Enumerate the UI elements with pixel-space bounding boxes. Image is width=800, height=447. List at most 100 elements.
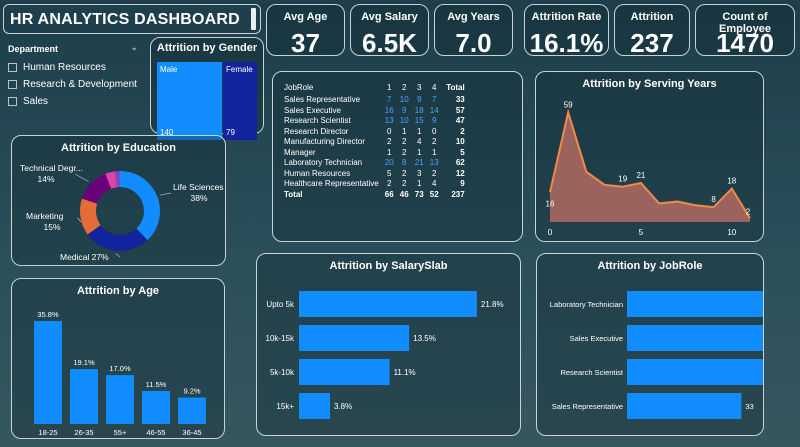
x-tick-label: 55+ xyxy=(114,428,127,437)
table-cell: 10 xyxy=(399,116,409,125)
donut-leader-line xyxy=(115,253,121,258)
table-cell: 4 xyxy=(431,179,437,188)
table-cell: 9 xyxy=(401,105,407,115)
table-cell: 1 xyxy=(401,126,407,136)
table-cell: 33 xyxy=(455,95,465,104)
table-cell: 52 xyxy=(429,189,439,199)
slicer-option-human-resources[interactable]: Human Resources xyxy=(8,62,138,73)
kpi-label: Count of Employee xyxy=(719,11,771,35)
table-row: Laboratory Technician 20 8 21 13 62 xyxy=(281,158,468,169)
age-bar[interactable] xyxy=(178,397,206,424)
kpi-attrition: Attrition 237 xyxy=(614,4,690,58)
bar-data-label: 17.0% xyxy=(109,364,131,373)
table-cell: 9 xyxy=(416,95,422,104)
hbar[interactable] xyxy=(627,291,763,317)
bar-data-label: 35.8% xyxy=(37,310,59,319)
age-bar[interactable] xyxy=(70,369,98,424)
age-chart-title: Attrition by Age xyxy=(76,285,160,297)
hbar[interactable] xyxy=(627,325,763,351)
table-cell: Manufacturing Director xyxy=(284,137,365,146)
donut-slice[interactable] xyxy=(114,171,120,188)
kpi-attrition-rate: Attrition Rate 16.1% xyxy=(524,4,609,58)
donut-slice[interactable] xyxy=(80,198,101,235)
hbar[interactable] xyxy=(299,325,410,351)
checkbox[interactable] xyxy=(8,80,17,89)
hbar[interactable] xyxy=(627,359,763,385)
gender-female-tile[interactable]: Female 79 xyxy=(223,62,257,140)
table-cell: 13 xyxy=(384,116,394,125)
hbar[interactable] xyxy=(299,393,331,419)
y-tick-label: 15k+ xyxy=(276,402,294,411)
area-point-label: 19 xyxy=(618,175,627,184)
area-line[interactable] xyxy=(549,108,751,219)
table-cell: Human Resources xyxy=(284,168,351,178)
donut-slice[interactable] xyxy=(81,173,112,204)
table-cell: 2 xyxy=(401,147,407,157)
gender-male-value: 140 xyxy=(160,128,174,137)
x-tick-label: 46-55 xyxy=(146,428,165,437)
slicer-option-research-development[interactable]: Research & Development xyxy=(8,79,138,90)
table-cell: 66 xyxy=(384,189,394,199)
donut-slice[interactable] xyxy=(105,171,117,189)
table-cell: 1 xyxy=(386,147,392,157)
table-cell: 15 xyxy=(414,116,424,125)
chevron-down-icon[interactable]: ⌄ xyxy=(130,42,138,52)
table-cell: 2 xyxy=(386,137,392,146)
checkbox[interactable] xyxy=(8,63,17,72)
age-bar[interactable] xyxy=(106,375,134,424)
table-cell: 13 xyxy=(429,158,439,167)
column-header: 3 xyxy=(416,82,422,92)
column-header: 4 xyxy=(431,82,437,92)
education-chart-title: Attrition by Education xyxy=(61,142,176,154)
table-row: Sales Representative 7 10 9 7 33 xyxy=(281,95,468,106)
title-accent-bar xyxy=(251,8,256,30)
table-cell: Research Scientist xyxy=(284,116,351,125)
kpi-avg-age: Avg Age 37 xyxy=(266,4,345,58)
donut-slice[interactable] xyxy=(120,171,160,241)
age-chart-card: Attrition by Age 35.8% 18-25 19.1% 26-35 17.… xyxy=(11,278,225,439)
kpi-value: 1470 xyxy=(716,28,774,58)
table-row: Research Scientist 13 10 15 9 47 xyxy=(281,116,468,127)
table-cell: Laboratory Technician xyxy=(284,158,363,167)
x-tick-label: 5 xyxy=(639,228,644,237)
table-cell: 14 xyxy=(429,105,439,115)
jobrole-bar-chart: Laboratory Technician62Sales Executive57… xyxy=(550,291,763,419)
kpi-avg-years: Avg Years 7.0 xyxy=(434,4,513,58)
department-slicer: Department ⌄ Human Resources Research & … xyxy=(8,42,138,113)
donut-pct-label: 38% xyxy=(190,193,207,203)
salaryslab-bar-chart: Upto 5k 21.8% 10k-15k 13.5% 5k-10k 11.1% 15k+ 3… xyxy=(266,291,504,419)
table-cell: 2 xyxy=(401,137,407,146)
checkbox[interactable] xyxy=(8,97,17,106)
slicer-option-sales[interactable]: Sales xyxy=(8,96,138,107)
x-tick-label: 36-45 xyxy=(182,428,201,437)
donut-slice[interactable] xyxy=(87,225,148,251)
y-tick-label: 10k-15k xyxy=(266,334,295,343)
slicer-title: Department xyxy=(8,44,59,54)
hbar[interactable] xyxy=(299,291,477,317)
hbar[interactable] xyxy=(627,393,742,419)
table-cell: 2 xyxy=(460,126,465,136)
bar-data-label: 9.2% xyxy=(183,387,200,396)
gender-male-tile[interactable]: Male 140 xyxy=(157,62,222,140)
table-cell: 73 xyxy=(414,189,424,199)
table-cell: 7 xyxy=(431,95,437,104)
kpi-label: Avg Salary xyxy=(361,11,418,23)
table-cell: 10 xyxy=(455,137,465,146)
table-cell: 20 xyxy=(384,158,394,167)
table-cell: 4 xyxy=(416,137,422,146)
kpi-label: Avg Age xyxy=(283,11,328,23)
salaryslab-chart-card: Attrition by SalarySlab Upto 5k 21.8% 10k-… xyxy=(256,253,521,436)
age-bar[interactable] xyxy=(34,321,62,424)
table-cell: Manager xyxy=(284,147,316,157)
hbar[interactable] xyxy=(299,359,390,385)
bar-data-label: 33 xyxy=(745,402,753,411)
gender-female-value: 79 xyxy=(226,128,235,137)
jobrole-matrix-table: JobRole 1 2 3 4 Total Sales Representati… xyxy=(281,81,468,200)
donut-label: Medical 27% xyxy=(60,252,109,262)
age-bar[interactable] xyxy=(142,390,170,424)
y-tick-label: Sales Representative xyxy=(552,402,623,411)
area-point-label: 2 xyxy=(746,207,751,216)
column-header: JobRole xyxy=(284,82,314,92)
kpi-avg-salary: Avg Salary 6.5K xyxy=(350,4,429,58)
column-header: Total xyxy=(446,82,465,92)
